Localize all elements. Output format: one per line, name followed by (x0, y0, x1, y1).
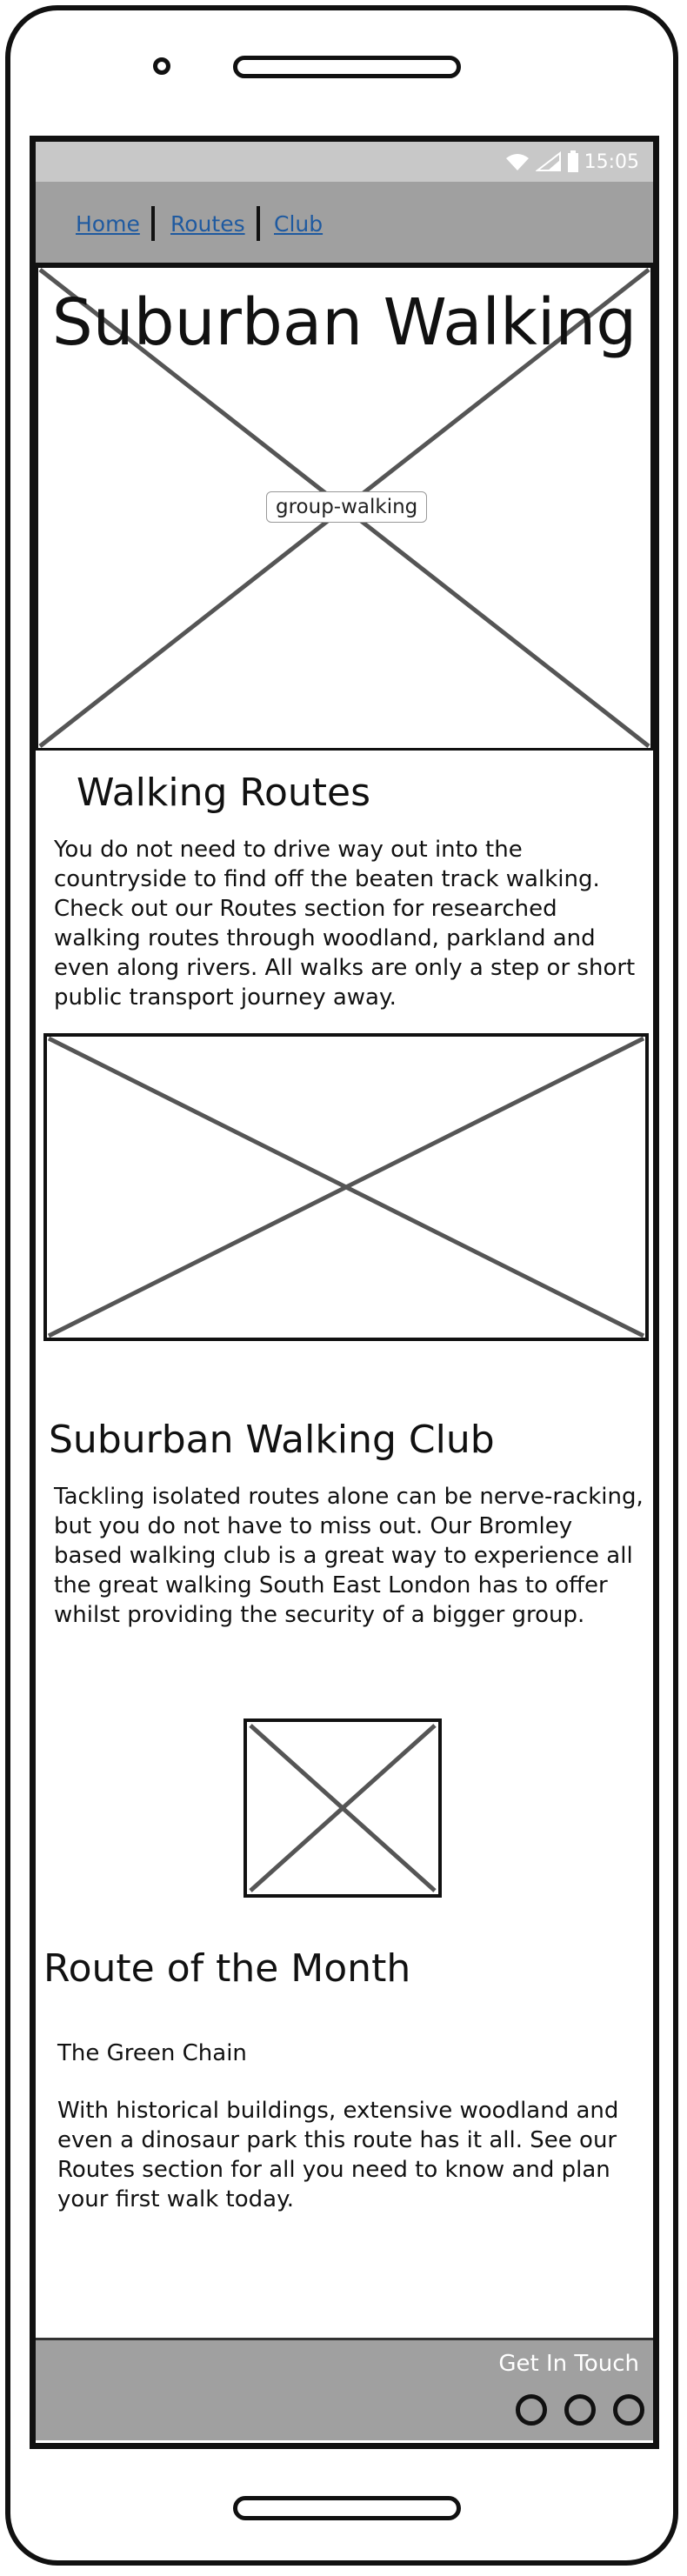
walking-routes-text: You do not need to drive way out into th… (54, 837, 636, 1011)
social-icon-3[interactable] (613, 2394, 644, 2426)
walking-routes-heading: Walking Routes (77, 771, 371, 815)
hero-title: Suburban Walking (51, 285, 637, 360)
signal-icon (535, 151, 562, 172)
route-name: The Green Chain (57, 2040, 247, 2066)
battery-icon (567, 150, 579, 173)
image-placeholder-icon (47, 1037, 645, 1338)
nav-bar: Home Routes Club (36, 182, 653, 265)
social-icon-2[interactable] (564, 2394, 596, 2426)
social-icon-1[interactable] (516, 2394, 547, 2426)
home-button[interactable] (233, 2496, 461, 2520)
nav-divider (151, 206, 155, 241)
routes-image-placeholder (43, 1033, 649, 1341)
nav-club-link[interactable]: Club (274, 211, 323, 237)
status-bar: 15:05 (36, 142, 653, 182)
club-heading: Suburban Walking Club (49, 1418, 495, 1462)
route-of-month-text: With historical buildings, extensive woo… (57, 2098, 619, 2212)
footer-bar: Get In Touch (36, 2338, 653, 2440)
wifi-icon (504, 151, 530, 172)
nav-home-link[interactable]: Home (76, 211, 140, 237)
get-in-touch-label: Get In Touch (498, 2351, 639, 2377)
nav-divider (257, 206, 260, 241)
nav-routes-link[interactable]: Routes (170, 211, 245, 237)
image-placeholder-icon (249, 1724, 437, 1892)
hero-image-caption: group-walking (266, 491, 428, 523)
club-text: Tackling isolated routes alone can be ne… (54, 1484, 644, 1628)
route-of-month-heading: Route of the Month (43, 1946, 411, 1991)
status-icons: 15:05 (504, 150, 639, 173)
phone-screen (30, 136, 659, 2449)
club-image-placeholder (243, 1718, 442, 1898)
clock-time: 15:05 (584, 150, 639, 173)
phone-frame (5, 5, 678, 2566)
speaker-grille (233, 56, 461, 78)
camera-icon (153, 57, 170, 75)
